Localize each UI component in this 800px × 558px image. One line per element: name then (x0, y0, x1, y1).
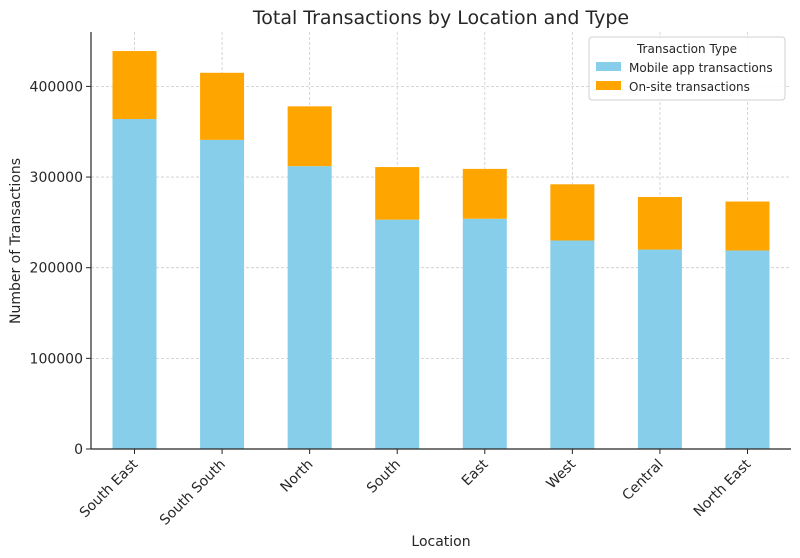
bar-on-site (112, 51, 157, 120)
bars (112, 51, 770, 449)
bar-on-site (725, 201, 770, 251)
chart-title: Total Transactions by Location and Type (252, 7, 629, 29)
x-tick-label: Central (619, 457, 666, 504)
y-tick-label: 300000 (30, 170, 83, 186)
legend-swatch-on-site (596, 81, 621, 90)
y-axis-label: Number of Transactions (8, 158, 24, 324)
bar-mobile-app (637, 249, 682, 449)
y-tick-label: 0 (74, 442, 83, 458)
bar-on-site (637, 196, 682, 250)
y-axis-ticks: 0 100000 200000 300000 400000 (30, 79, 91, 458)
bar-mobile-app (287, 166, 332, 449)
x-tick-label: North East (691, 456, 755, 520)
x-tick-label: South South (157, 457, 229, 529)
bar-on-site (375, 167, 420, 220)
bar-mobile-app (112, 119, 157, 449)
x-tick-label: East (459, 456, 492, 489)
legend-label-mobile-app: Mobile app transactions (629, 61, 773, 75)
legend: Transaction Type Mobile app transactions… (588, 36, 786, 101)
bar-on-site (550, 184, 595, 241)
bar-on-site (200, 72, 245, 140)
x-tick-label: South (364, 457, 404, 497)
x-tick-label: South East (77, 456, 142, 521)
bar-mobile-app (550, 240, 595, 449)
legend-label-on-site: On-site transactions (629, 80, 750, 94)
legend-title: Transaction Type (636, 42, 737, 56)
legend-swatch-mobile-app (596, 62, 621, 71)
x-tick-label: North (277, 457, 316, 496)
bar-mobile-app (375, 219, 420, 449)
legend-box (588, 36, 786, 101)
x-axis-label: Location (411, 534, 470, 550)
bar-mobile-app (725, 250, 770, 449)
x-tick-label: West (544, 456, 580, 492)
y-tick-label: 100000 (30, 351, 83, 367)
bar-mobile-app (200, 139, 245, 449)
y-tick-label: 400000 (30, 79, 83, 95)
bar-on-site (287, 106, 332, 167)
x-axis-ticks: South East South South North South East West C… (77, 449, 755, 529)
y-tick-label: 200000 (30, 261, 83, 277)
bar-mobile-app (462, 218, 507, 449)
bar-on-site (462, 168, 507, 219)
